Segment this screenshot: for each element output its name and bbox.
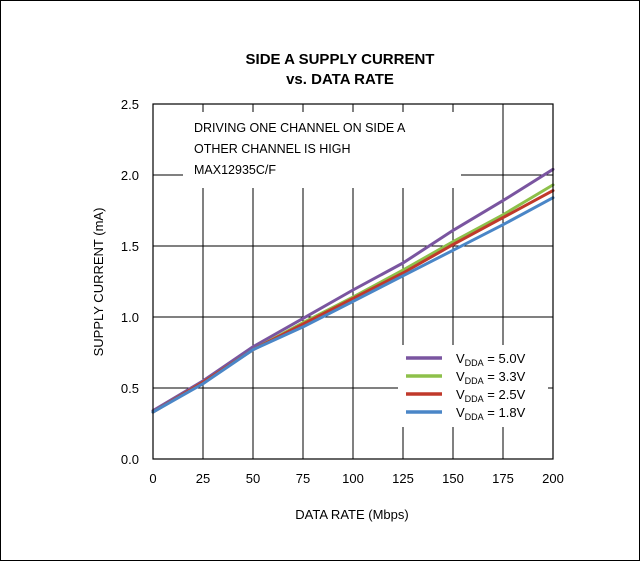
y-tick-label: 2.5 — [121, 97, 139, 112]
chart-title-line-2: vs. DATA RATE — [286, 71, 394, 88]
y-tick-label: 0.5 — [121, 381, 139, 396]
x-tick-label: 200 — [542, 471, 564, 486]
x-tick-label: 175 — [492, 471, 514, 486]
series-line-1.8V — [151, 196, 555, 414]
y-tick-label: 2.0 — [121, 168, 139, 183]
annotation-box — [183, 112, 461, 188]
y-tick-label: 1.5 — [121, 239, 139, 254]
annotation-line-1: DRIVING ONE CHANNEL ON SIDE A — [194, 121, 406, 135]
x-tick-label: 125 — [392, 471, 414, 486]
legend-label: VDDA = 3.3V — [456, 369, 526, 386]
series-line-5.0V — [151, 167, 555, 413]
x-axis-label: DATA RATE (Mbps) — [295, 507, 408, 522]
legend-label: VDDA = 1.8V — [456, 405, 526, 422]
legend-label: VDDA = 2.5V — [456, 387, 526, 404]
annotation-line-3: MAX12935C/F — [194, 163, 276, 177]
x-tick-label: 25 — [196, 471, 210, 486]
x-tick-label: 100 — [342, 471, 364, 486]
x-tick-label: 0 — [149, 471, 156, 486]
x-tick-label: 75 — [296, 471, 310, 486]
legend-label: VDDA = 5.0V — [456, 351, 526, 368]
x-tick-labels: 0 25 50 75 100 125 150 175 200 — [149, 471, 563, 486]
y-tick-label: 1.0 — [121, 310, 139, 325]
plot-area — [152, 103, 554, 460]
x-tick-label: 50 — [246, 471, 260, 486]
y-tick-labels: 0.0 0.5 1.0 1.5 2.0 2.5 — [121, 97, 139, 467]
annotation-line-2: OTHER CHANNEL IS HIGH — [194, 142, 351, 156]
y-tick-label: 0.0 — [121, 452, 139, 467]
chart-title-line-1: SIDE A SUPPLY CURRENT — [246, 51, 435, 68]
y-axis-label: SUPPLY CURRENT (mA) — [91, 208, 106, 357]
x-tick-label: 150 — [442, 471, 464, 486]
series-layer — [151, 167, 555, 414]
